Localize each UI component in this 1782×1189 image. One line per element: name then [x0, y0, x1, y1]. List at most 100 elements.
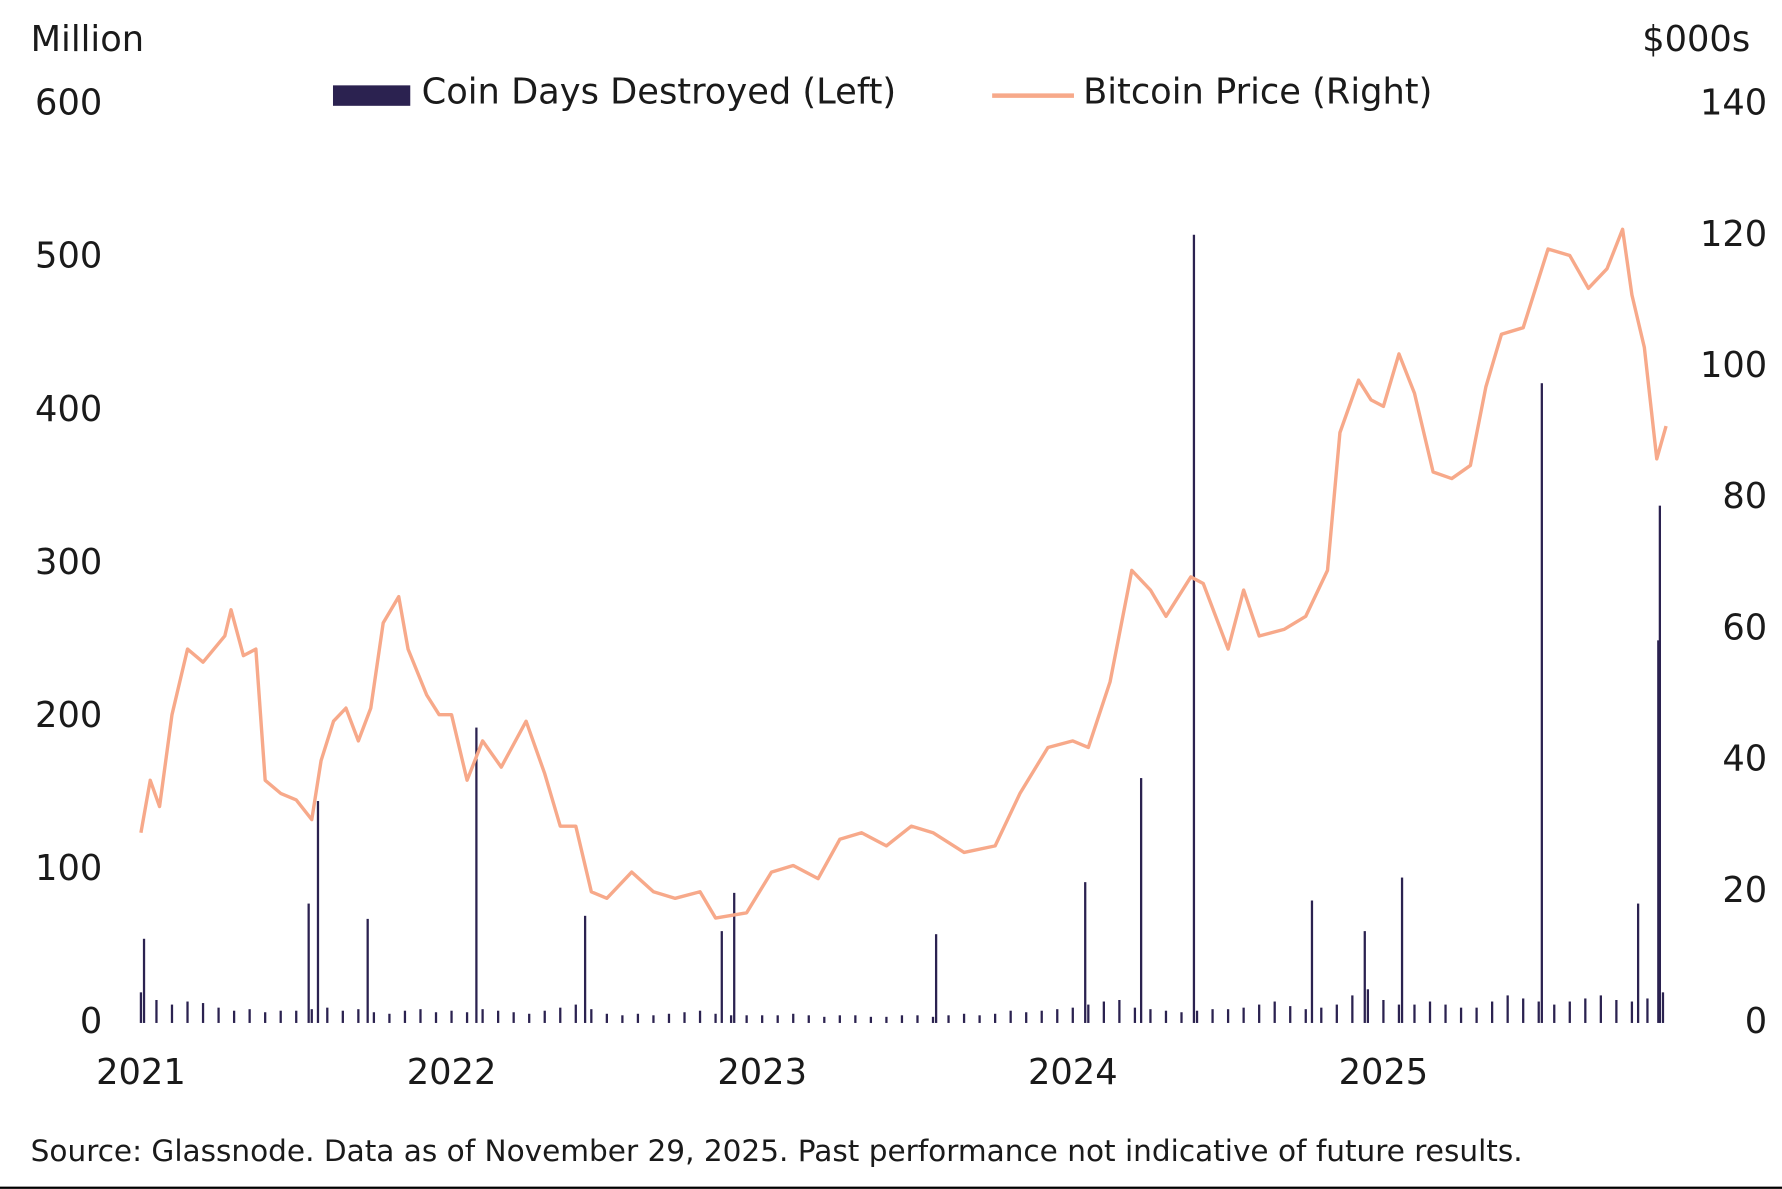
y-tick-label: 0: [80, 1001, 102, 1042]
y2-tick-label: 140: [1700, 83, 1767, 124]
bar: [869, 1016, 873, 1023]
bar: [1413, 1004, 1416, 1023]
bar: [543, 1010, 546, 1023]
bar: [450, 1010, 453, 1023]
bar: [947, 1015, 950, 1023]
bar: [1056, 1009, 1059, 1023]
bar: [310, 1009, 313, 1023]
y-axis-title: Million: [31, 19, 144, 60]
x-tick-label: 2023: [717, 1052, 807, 1093]
bar: [1459, 1007, 1463, 1023]
bar: [1397, 1004, 1401, 1023]
bar: [667, 1013, 671, 1023]
bar: [698, 1010, 702, 1023]
bar: [1040, 1010, 1043, 1023]
legend-swatch: [332, 85, 411, 106]
bar: [1139, 778, 1143, 1023]
bar: [1646, 998, 1649, 1023]
y-tick-label: 300: [35, 542, 102, 583]
bar: [326, 1007, 329, 1023]
y2-tick-label: 120: [1700, 214, 1767, 255]
bar: [745, 1015, 748, 1023]
bar: [733, 892, 736, 1023]
bar: [1242, 1007, 1245, 1023]
bar: [1118, 999, 1121, 1023]
bar: [1164, 1010, 1168, 1023]
bar: [1335, 1004, 1338, 1023]
y2-tick-label: 80: [1722, 476, 1767, 517]
bar: [1149, 1009, 1152, 1023]
bar: [497, 1010, 500, 1023]
bar: [186, 1001, 189, 1023]
bar: [1320, 1007, 1323, 1023]
bar: [1658, 505, 1662, 1023]
bar: [1584, 998, 1587, 1023]
bar: [683, 1012, 686, 1023]
y-tick-label: 600: [35, 83, 102, 124]
bar: [1636, 903, 1640, 1023]
x-tick-label: 2024: [1028, 1052, 1118, 1093]
y2-tick-label: 100: [1700, 345, 1767, 386]
bar: [1273, 1001, 1276, 1023]
legend-label: Coin Days Destroyed (Left): [422, 71, 897, 112]
bar: [307, 903, 310, 1023]
bar: [1071, 1007, 1074, 1023]
bar: [1133, 1007, 1137, 1023]
bar: [962, 1013, 966, 1023]
bar: [279, 1010, 282, 1023]
bar: [512, 1012, 515, 1023]
bar: [900, 1015, 904, 1023]
bar: [1351, 995, 1354, 1023]
bar: [388, 1013, 391, 1023]
bar: [1661, 992, 1665, 1023]
bar: [217, 1007, 220, 1023]
x-tick-label: 2025: [1339, 1052, 1429, 1093]
bar: [316, 801, 320, 1023]
bar: [481, 1009, 484, 1023]
bar: [978, 1015, 981, 1023]
x-tick-label: 2022: [407, 1052, 497, 1093]
y-tick-label: 500: [35, 236, 102, 277]
source-note: Source: Glassnode. Data as of November 2…: [31, 1134, 1523, 1168]
bar: [1258, 1004, 1261, 1023]
bar: [528, 1013, 531, 1023]
y2-tick-label: 0: [1745, 1001, 1767, 1042]
bar: [605, 1013, 608, 1023]
bar: [823, 1016, 826, 1023]
bar: [475, 727, 478, 1023]
y2-tick-label: 40: [1722, 739, 1767, 780]
bar: [264, 1012, 267, 1023]
bar: [1289, 1006, 1292, 1023]
bar: [1363, 931, 1366, 1023]
y-tick-label: 100: [35, 848, 102, 889]
bar: [232, 1010, 236, 1023]
bar: [1084, 882, 1087, 1023]
bar: [652, 1015, 655, 1023]
bar: [1366, 989, 1370, 1023]
legend-label: Bitcoin Price (Right): [1083, 71, 1432, 112]
bar: [155, 999, 158, 1023]
bar: [1195, 1010, 1199, 1023]
bar: [1522, 998, 1525, 1023]
bar: [341, 1010, 344, 1023]
bar: [1400, 877, 1404, 1023]
bar: [1087, 1004, 1090, 1023]
bar: [1553, 1004, 1556, 1023]
bar: [419, 1009, 422, 1023]
bar: [139, 992, 143, 1023]
bar: [1444, 1004, 1447, 1023]
bar: [1490, 1001, 1494, 1023]
bar: [1475, 1007, 1478, 1023]
bar: [590, 1009, 593, 1023]
bar: [1180, 1012, 1183, 1023]
bar: [559, 1007, 562, 1023]
bar: [854, 1015, 857, 1023]
bar: [1310, 900, 1314, 1023]
bar: [621, 1015, 624, 1023]
bar: [248, 1009, 251, 1023]
bar: [1506, 995, 1509, 1023]
bar: [1025, 1012, 1028, 1023]
y2-tick-label: 60: [1722, 607, 1767, 648]
bar: [931, 1016, 935, 1023]
